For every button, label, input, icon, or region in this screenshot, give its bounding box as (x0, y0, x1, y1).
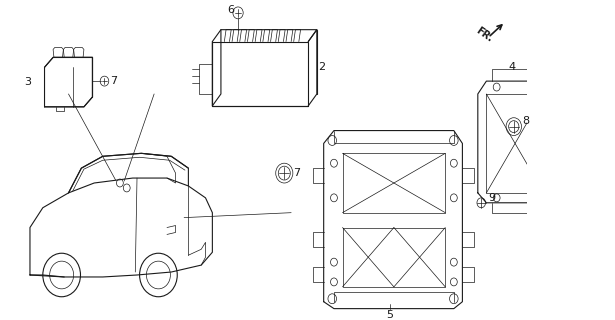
Text: 4: 4 (509, 62, 515, 72)
Text: 7: 7 (109, 76, 117, 86)
Text: 8: 8 (522, 116, 530, 126)
Text: 6: 6 (227, 5, 234, 15)
Text: FR.: FR. (474, 25, 494, 44)
Text: 5: 5 (386, 309, 393, 320)
Text: 9: 9 (488, 193, 495, 203)
Text: 2: 2 (319, 62, 326, 72)
Text: 7: 7 (293, 168, 300, 178)
Text: 3: 3 (24, 77, 31, 87)
